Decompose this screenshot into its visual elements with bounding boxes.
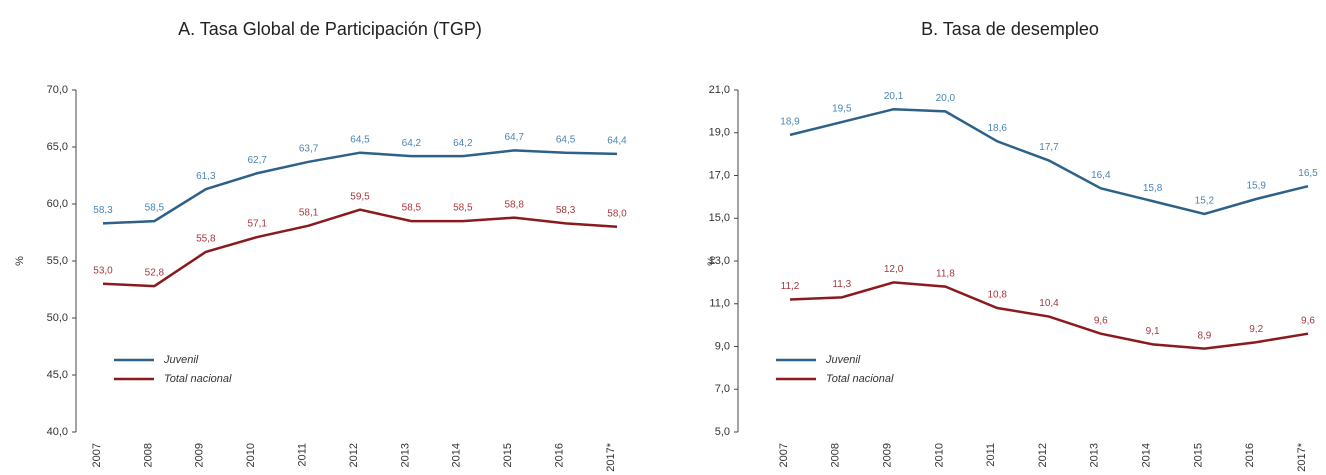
data-label: 16,4: [1091, 170, 1111, 181]
y-tick-label: 21,0: [709, 84, 730, 96]
y-tick-label: 70,0: [47, 84, 68, 96]
data-label: 64,5: [350, 134, 370, 145]
x-tick-label: 2008: [830, 443, 842, 467]
data-label: 18,9: [780, 117, 800, 128]
legend-label: Juvenil: [825, 354, 861, 366]
data-label: 55,8: [196, 234, 216, 245]
x-tick-label: 2011: [297, 443, 309, 467]
legend-label: Juvenil: [163, 354, 199, 366]
data-label: 9,2: [1249, 324, 1263, 335]
x-tick-label: 2011: [985, 443, 997, 467]
data-label: 62,7: [247, 155, 267, 166]
y-tick-label: 19,0: [709, 127, 730, 139]
y-tick-label: 50,0: [47, 312, 68, 324]
x-tick-label: 2017*: [1296, 442, 1308, 471]
data-label: 11,8: [936, 268, 955, 279]
data-label: 64,4: [607, 135, 627, 146]
x-tick-label: 2007: [778, 443, 790, 467]
data-label: 16,5: [1298, 168, 1318, 179]
line: [102, 149, 618, 225]
x-tick-label: 2016: [1244, 443, 1256, 467]
y-tick-label: 65,0: [47, 141, 68, 153]
data-label: 20,0: [936, 93, 956, 104]
data-label: 58,5: [145, 203, 165, 214]
y-tick-label: 40,0: [47, 426, 68, 438]
y-tick-label: 7,0: [715, 383, 730, 395]
data-label: 61,3: [196, 171, 216, 182]
y-tick-label: 5,0: [715, 426, 730, 438]
y-tick-label: 60,0: [47, 198, 68, 210]
x-tick-label: 2015: [1192, 443, 1204, 467]
data-label: 64,5: [556, 134, 576, 145]
x-tick-label: 2015: [502, 443, 514, 467]
x-tick-label: 2013: [1089, 443, 1101, 467]
y-tick-label: 9,0: [715, 340, 730, 352]
data-label: 58,5: [453, 203, 473, 214]
data-label: 63,7: [299, 143, 319, 154]
data-label: 58,3: [556, 205, 576, 216]
data-label: 15,2: [1195, 196, 1215, 207]
x-tick-label: 2010: [245, 443, 257, 467]
data-label: 58,1: [299, 207, 319, 218]
data-label: 64,2: [402, 138, 422, 149]
line: [102, 208, 618, 288]
chart-title: B. Tasa de desempleo: [921, 19, 1099, 39]
data-label: 10,8: [987, 290, 1007, 301]
line: [789, 281, 1309, 350]
y-axis-label: %: [706, 256, 718, 266]
x-tick-label: 2013: [399, 443, 411, 467]
data-label: 9,1: [1146, 326, 1160, 337]
x-tick-label: 2009: [194, 443, 206, 467]
y-tick-label: 45,0: [47, 369, 68, 381]
chart-title: A. Tasa Global de Participación (TGP): [178, 19, 482, 39]
y-tick-label: 13,0: [709, 255, 730, 267]
data-label: 64,7: [504, 132, 524, 143]
data-label: 10,4: [1039, 298, 1059, 309]
legend-label: Total nacional: [826, 373, 894, 385]
x-tick-label: 2017*: [605, 442, 617, 471]
x-tick-label: 2007: [91, 443, 103, 467]
data-label: 18,6: [987, 123, 1007, 134]
x-tick-label: 2012: [348, 443, 360, 467]
x-tick-label: 2010: [933, 443, 945, 467]
legend-label: Total nacional: [164, 373, 232, 385]
data-label: 17,7: [1039, 142, 1059, 153]
y-tick-label: 15,0: [709, 212, 730, 224]
data-label: 58,3: [93, 205, 113, 216]
x-tick-label: 2014: [1141, 443, 1153, 467]
data-label: 8,9: [1197, 330, 1211, 341]
data-label: 58,0: [607, 208, 627, 219]
y-axis-label: %: [14, 256, 26, 266]
data-label: 11,2: [781, 281, 800, 292]
data-label: 57,1: [247, 219, 267, 230]
line: [789, 107, 1309, 216]
x-tick-label: 2009: [882, 443, 894, 467]
data-label: 59,5: [350, 191, 370, 202]
data-label: 9,6: [1094, 315, 1108, 326]
x-tick-label: 2014: [451, 443, 463, 467]
data-label: 52,8: [145, 268, 165, 279]
data-label: 53,0: [93, 265, 113, 276]
x-tick-label: 2008: [142, 443, 154, 467]
data-label: 19,5: [832, 104, 852, 115]
data-label: 64,2: [453, 138, 473, 149]
y-tick-label: 17,0: [709, 169, 730, 181]
data-label: 15,8: [1143, 183, 1163, 194]
data-label: 15,9: [1246, 181, 1266, 192]
data-label: 58,5: [402, 203, 422, 214]
data-label: 58,8: [504, 199, 524, 210]
data-label: 11,3: [832, 279, 851, 290]
y-tick-label: 11,0: [709, 298, 730, 310]
x-tick-label: 2012: [1037, 443, 1049, 467]
x-tick-label: 2016: [554, 443, 566, 467]
data-label: 12,0: [884, 264, 904, 275]
data-label: 9,6: [1301, 315, 1315, 326]
data-label: 20,1: [884, 91, 904, 102]
y-tick-label: 55,0: [47, 255, 68, 267]
